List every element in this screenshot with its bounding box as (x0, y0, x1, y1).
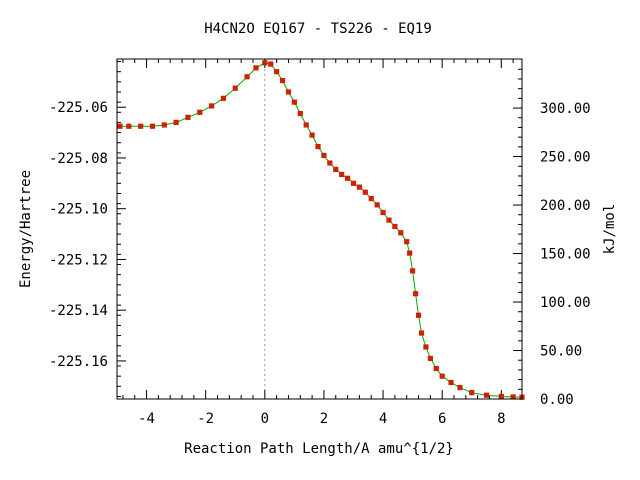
data-point (232, 85, 238, 91)
data-point (374, 202, 380, 208)
data-point (412, 291, 419, 297)
x-tick-label: 4 (379, 411, 387, 427)
data-point (368, 195, 374, 202)
data-point (380, 209, 386, 216)
y-tick-label: -225.16 (49, 354, 108, 370)
x-tick-label: 6 (438, 411, 446, 427)
data-point (392, 223, 398, 230)
x-axis-label: Reaction Path Length/A amu^{1/2} (184, 441, 454, 457)
data-point (297, 110, 303, 117)
data-point (173, 119, 179, 126)
y2-tick-label: 100.00 (540, 295, 591, 311)
data-point (220, 95, 227, 101)
data-point (344, 175, 351, 181)
data-point (126, 123, 132, 129)
data-point (274, 69, 280, 75)
data-point (327, 160, 333, 166)
y2-tick-label: 50.00 (540, 344, 582, 360)
chart-title: H4CN2O EQ167 - TS226 - EQ19 (204, 21, 432, 37)
data-point (483, 392, 490, 398)
data-point (333, 166, 339, 172)
y2-tick-label: 0.00 (540, 392, 574, 408)
y-tick-label: -225.12 (49, 252, 108, 268)
data-point (457, 384, 463, 391)
data-point (309, 132, 315, 138)
data-point (197, 109, 203, 115)
data-point (427, 355, 433, 362)
data-point (498, 393, 504, 400)
y-tick-label: -225.10 (49, 202, 108, 218)
data-point (350, 180, 357, 186)
x-tick-label: 2 (320, 411, 328, 427)
data-point (423, 344, 429, 350)
data-point (448, 379, 454, 386)
plot-frame (116, 58, 523, 400)
data-point (149, 123, 156, 129)
x-tick-label: -2 (197, 411, 214, 427)
data-point (433, 365, 439, 372)
data-point (439, 373, 445, 379)
data-point (356, 184, 363, 190)
data-point (418, 330, 425, 336)
data-point (117, 123, 123, 129)
y2-tick-label: 300.00 (540, 101, 591, 117)
x-tick-label: 0 (261, 411, 269, 427)
y-tick-label: -225.14 (49, 303, 108, 319)
y2-tick-label: 150.00 (540, 247, 591, 263)
y2-axis-label: kJ/mol (602, 204, 618, 255)
y-axis-label: Energy/Hartree (18, 170, 34, 288)
data-point (362, 189, 368, 195)
x-tick-label: 8 (497, 411, 505, 427)
data-point (315, 143, 321, 150)
data-point (415, 312, 422, 318)
data-point (510, 394, 516, 400)
x-tick-label: -4 (138, 411, 155, 427)
data-point (279, 77, 286, 84)
data-point (404, 239, 410, 245)
data-point (291, 99, 297, 105)
data-point (303, 122, 309, 128)
data-point (386, 217, 392, 223)
y2-tick-label: 200.00 (540, 198, 591, 214)
data-point (208, 103, 215, 109)
data-point (253, 65, 259, 71)
data-point (268, 61, 274, 67)
data-point (407, 250, 413, 256)
data-point (262, 60, 268, 66)
energy-path-line (120, 62, 523, 398)
data-point (321, 152, 327, 159)
data-point (410, 268, 416, 274)
data-point (398, 230, 404, 236)
data-point (138, 123, 144, 129)
data-point (161, 122, 167, 128)
data-point (185, 114, 191, 120)
y-tick-label: -225.08 (49, 151, 108, 167)
y2-tick-label: 250.00 (540, 150, 591, 166)
data-point (285, 89, 292, 95)
data-point (244, 74, 250, 80)
data-point (339, 171, 345, 178)
data-point (469, 390, 475, 396)
y-tick-label: -225.06 (49, 100, 108, 116)
